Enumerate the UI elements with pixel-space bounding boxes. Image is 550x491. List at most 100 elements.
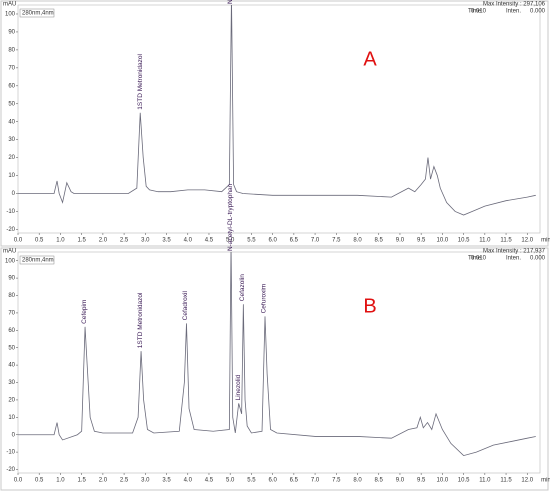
x-tick-label: 9.5: [417, 478, 426, 484]
y-tick-label: 40: [8, 119, 15, 125]
x-tick-label: 2.0: [99, 238, 108, 244]
peak-label: N-acetyl-DL-tryptophan: [227, 0, 234, 4]
y-tick-label: 30: [8, 137, 15, 143]
peak-label: Cefuroxim: [261, 284, 268, 314]
cursor-info: 0.010: [471, 256, 487, 262]
x-tick-label: 5.5: [247, 478, 256, 484]
y-tick-label: 30: [8, 380, 15, 386]
y-tick-label: 70: [8, 310, 15, 316]
peak-label: Linezolid: [235, 374, 242, 400]
x-tick-label: 5.0: [226, 238, 235, 244]
y-axis-label: mAU: [3, 2, 16, 8]
panel-frame: [0, 0, 549, 247]
plot-area: [17, 251, 541, 474]
y-tick-label: -10: [6, 450, 15, 456]
y-tick-label: 100: [5, 258, 16, 264]
x-tick-label: 1.0: [56, 478, 65, 484]
x-tick-label: 7.5: [332, 478, 341, 484]
x-tick-label: 4.0: [184, 478, 193, 484]
x-tick-label: 12.0: [521, 238, 533, 244]
x-tick-label: 5.0: [226, 478, 235, 484]
x-tick-label: 9.5: [417, 238, 426, 244]
cursor-info: Time: [468, 9, 482, 15]
cursor-info: Time: [468, 256, 482, 262]
x-tick-label: 2.0: [99, 478, 108, 484]
panel-label: B: [363, 295, 376, 317]
x-tick-label: 10.0: [437, 478, 449, 484]
y-tick-label: 0: [12, 432, 16, 438]
x-tick-label: 7.0: [311, 238, 320, 244]
y-tick-label: 20: [8, 397, 15, 403]
x-tick-label: 3.0: [141, 478, 150, 484]
y-tick-label: 60: [8, 328, 15, 334]
trace: [18, 5, 536, 216]
y-tick-label: -10: [6, 209, 15, 215]
peak-label: Cefazolin: [239, 274, 246, 301]
x-tick-label: 0.5: [35, 238, 44, 244]
x-tick-label: 3.0: [141, 238, 150, 244]
peak-label: 1STD Metronidazol: [137, 54, 144, 110]
x-tick-label: 6.0: [268, 238, 277, 244]
detector-label: 280nm,4nm: [22, 11, 54, 17]
max-intensity: Max Intensity : 297,106: [483, 2, 546, 8]
detector-box: [19, 255, 55, 265]
trace: [18, 252, 536, 457]
x-tick-label: 1.5: [77, 478, 86, 484]
x-tick-label: 4.0: [184, 238, 193, 244]
y-tick-label: 10: [8, 415, 15, 421]
cursor-info: 0.000: [530, 256, 546, 262]
x-tick-label: 3.5: [162, 478, 171, 484]
y-tick-label: 80: [8, 293, 15, 299]
max-intensity: Max Intensity : 217,937: [483, 249, 546, 255]
y-tick-label: 80: [8, 47, 15, 53]
x-tick-label: 6.5: [290, 478, 299, 484]
x-tick-label: 5.5: [247, 238, 256, 244]
x-tick-label: 4.5: [205, 238, 214, 244]
y-axis-label: mAU: [3, 249, 16, 255]
y-tick-label: 50: [8, 345, 15, 351]
cursor-info: 0.000: [530, 9, 546, 15]
x-tick-label: 8.5: [375, 478, 384, 484]
x-tick-label: 8.5: [375, 238, 384, 244]
cursor-info: Inten.: [506, 9, 521, 15]
y-tick-label: 60: [8, 83, 15, 89]
x-tick-label: 6.5: [290, 238, 299, 244]
y-tick-label: -20: [6, 467, 15, 473]
x-tick-label: 11.5: [500, 478, 512, 484]
peak-label: N-acetyl-DL-tryptophan: [227, 183, 234, 251]
y-tick-label: 90: [8, 276, 15, 282]
detector-label: 280nm,4nm: [22, 258, 54, 264]
y-tick-label: 0: [12, 191, 16, 197]
x-tick-label: 0.5: [35, 478, 44, 484]
x-tick-label: 11.0: [479, 238, 491, 244]
peak-label: Cefadroxil: [182, 291, 189, 321]
x-tick-label: 0.0: [14, 238, 23, 244]
peak-label: Cefepim: [81, 300, 88, 324]
y-tick-label: 90: [8, 30, 15, 36]
cursor-info: Inten.: [506, 256, 521, 262]
x-tick-label: 4.5: [205, 478, 214, 484]
y-tick-label: 70: [8, 65, 15, 71]
plot-area: [17, 4, 541, 234]
x-tick-label: 12.0: [521, 478, 533, 484]
x-tick-label: 7.5: [332, 238, 341, 244]
x-tick-label: 3.5: [162, 238, 171, 244]
x-axis-label: min: [541, 478, 550, 484]
y-tick-label: 50: [8, 101, 15, 107]
x-tick-label: 11.5: [500, 238, 512, 244]
y-tick-label: -20: [6, 227, 15, 233]
x-tick-label: 11.0: [479, 478, 491, 484]
x-tick-label: 1.5: [77, 238, 86, 244]
x-tick-label: 8.0: [353, 478, 362, 484]
x-axis-label: min: [541, 238, 550, 244]
cursor-info: 0.010: [471, 9, 487, 15]
x-tick-label: 9.0: [396, 238, 405, 244]
panel-frame: [0, 247, 549, 491]
y-tick-label: 20: [8, 155, 15, 161]
x-tick-label: 8.0: [353, 238, 362, 244]
detector-box: [19, 8, 55, 18]
x-tick-label: 9.0: [396, 478, 405, 484]
x-tick-label: 2.5: [120, 478, 129, 484]
x-tick-label: 1.0: [56, 238, 65, 244]
